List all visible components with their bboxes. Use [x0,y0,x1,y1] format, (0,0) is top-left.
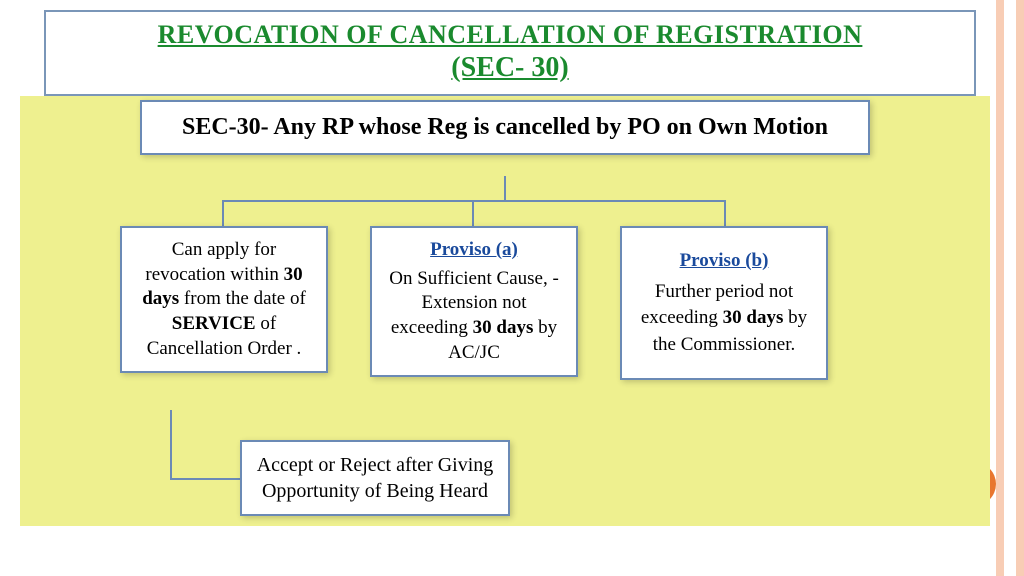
c2-b1: 30 days [473,317,534,338]
connector-root-stem [504,176,506,200]
child-apply: Can apply for revocation within 30 days … [120,226,328,373]
connector-c3 [724,200,726,226]
child-proviso-b: Proviso (b) Further period not exceeding… [620,226,828,380]
connector-gc-v [170,410,172,480]
c3-b1: 30 days [723,307,784,328]
proviso-b-heading: Proviso (b) [632,248,816,275]
title-box: REVOCATION OF CANCELLATION OF REGISTRATI… [44,10,976,96]
connector-c1 [222,200,224,226]
connector-hbar [222,200,726,202]
proviso-a-heading: Proviso (a) [382,238,566,263]
c1-pre: Can apply for revocation within [145,239,283,285]
connector-gc-h [170,478,240,480]
child-proviso-a: Proviso (a) On Sufficient Cause, - Exten… [370,226,578,377]
decorative-stripe [996,0,1024,576]
gc-text: Accept or Reject after Giving Opportunit… [257,454,494,502]
grandchild-accept-reject: Accept or Reject after Giving Opportunit… [240,440,510,516]
title-line2: (SEC- 30) [56,52,964,84]
root-node: SEC-30- Any RP whose Reg is cancelled by… [140,100,870,155]
decorative-stripe-inner [1004,0,1016,576]
root-text: SEC-30- Any RP whose Reg is cancelled by… [182,114,828,140]
title-line1: REVOCATION OF CANCELLATION OF REGISTRATI… [56,20,964,50]
c1-mid: from the date of [179,288,306,309]
connector-c2 [472,200,474,226]
c1-b2: SERVICE [172,313,256,334]
